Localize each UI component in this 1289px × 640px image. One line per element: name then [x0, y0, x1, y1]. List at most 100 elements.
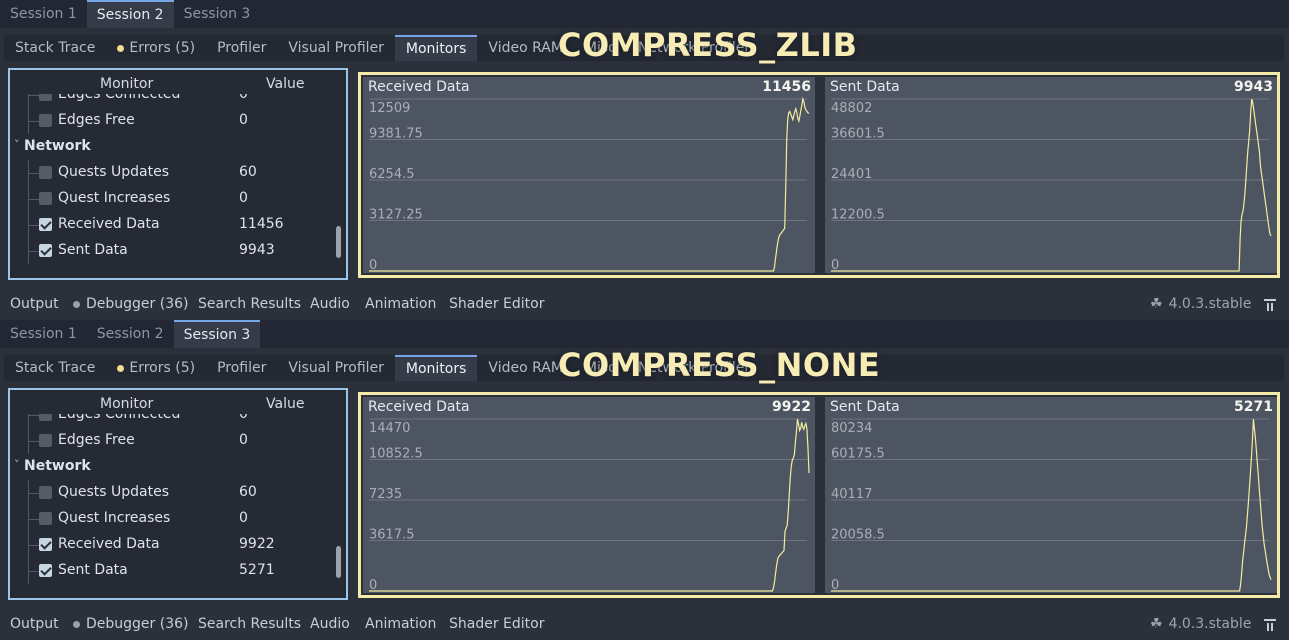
monitor-label: Edges Connected	[58, 94, 181, 102]
scrollbar-thumb[interactable]	[336, 546, 341, 578]
session-tab[interactable]: Session 1	[10, 6, 77, 22]
monitor-checkbox[interactable]	[39, 564, 52, 577]
debugger-tab[interactable]: Profiler	[206, 355, 277, 381]
value-column-header[interactable]: Value	[266, 396, 305, 412]
monitor-label: Quest Increases	[58, 510, 171, 526]
monitor-checkbox[interactable]	[39, 114, 52, 127]
session-tab[interactable]: Session 3	[183, 6, 251, 22]
monitor-checkbox[interactable]	[39, 512, 52, 525]
debugger-tab[interactable]: Monitors	[394, 355, 478, 381]
graph-current-value: 9943	[1234, 79, 1273, 95]
monitor-category[interactable]: ˅ Network	[10, 454, 334, 480]
bottom-tab-label: Search Results	[198, 616, 302, 632]
bottom-tab[interactable]: Output	[10, 616, 59, 632]
monitor-row[interactable]: Sent Data 5271	[10, 558, 334, 584]
monitor-value: 60	[239, 484, 257, 500]
monitor-row[interactable]: Quest Increases 0	[10, 186, 334, 212]
version-label: ☘ 4.0.3.stable	[1150, 296, 1251, 312]
value-column-header[interactable]: Value	[266, 76, 305, 92]
debugger-tab[interactable]: Stack Trace	[4, 355, 106, 381]
debugger-tab[interactable]: Visual Profiler	[277, 35, 395, 61]
monitor-checkbox[interactable]	[39, 218, 52, 231]
y-tick-label: 36601.5	[831, 127, 885, 142]
monitor-row[interactable]: Received Data 9922	[10, 532, 334, 558]
debugger-tab[interactable]: Visual Profiler	[277, 355, 395, 381]
monitor-row[interactable]: Edges Connected 0	[10, 94, 334, 108]
bottom-tab[interactable]: Animation	[365, 296, 436, 312]
monitor-checkbox[interactable]	[39, 538, 52, 551]
monitor-row[interactable]: Quest Increases 0	[10, 506, 334, 532]
debugger-tab[interactable]: Errors (5)	[106, 35, 206, 61]
session-tab[interactable]: Session 1	[10, 326, 77, 342]
debugger-tab[interactable]: Errors (5)	[106, 355, 206, 381]
debugger-tab[interactable]: Misc	[574, 35, 627, 61]
monitor-checkbox[interactable]	[39, 94, 52, 101]
debugger-tab[interactable]: Stack Trace	[4, 35, 106, 61]
debugger-tabs: Stack Trace Errors (5) Profiler Visual Prof…	[4, 355, 1284, 381]
monitor-row[interactable]: Edges Free 0	[10, 428, 334, 454]
bottom-tab[interactable]: Audio	[310, 616, 350, 632]
tree-line	[28, 414, 29, 428]
monitor-rows: Edges Connected 0 Edges Free 0 ˅ Network Quest…	[10, 94, 334, 280]
monitor-checkbox[interactable]	[39, 414, 52, 421]
debugger-tab[interactable]: Misc	[574, 355, 627, 381]
monitor-checkbox[interactable]	[39, 244, 52, 257]
bottom-tab[interactable]: Audio	[310, 296, 350, 312]
pin-panel-icon[interactable]	[1262, 297, 1278, 313]
monitor-row[interactable]: Received Data 11456	[10, 212, 334, 238]
monitor-row[interactable]: Edges Free 0	[10, 108, 334, 134]
monitor-column-header[interactable]: Monitor	[100, 76, 154, 92]
data-line	[369, 418, 810, 592]
debugger-tab[interactable]: Profiler	[206, 35, 277, 61]
monitor-row[interactable]: Edges Connected 0	[10, 414, 334, 428]
monitor-checkbox[interactable]	[39, 166, 52, 179]
bottom-tab[interactable]: Shader Editor	[449, 616, 544, 632]
data-line	[831, 418, 1272, 592]
debugger-tab[interactable]: Network Profiler	[627, 355, 761, 381]
graph-title: Sent Data	[830, 79, 900, 95]
session-tab[interactable]: Session 2	[86, 0, 174, 28]
session-tab[interactable]: Session 3	[173, 320, 261, 348]
monitor-checkbox[interactable]	[39, 486, 52, 499]
monitor-row[interactable]: Sent Data 9943	[10, 238, 334, 264]
monitor-row[interactable]: Quests Updates 60	[10, 160, 334, 186]
graph-plot: 48802 36601.5 24401 12200.5 0	[831, 98, 1272, 273]
monitor-label: Quests Updates	[58, 164, 170, 180]
y-tick-label: 12509	[369, 101, 410, 116]
bottom-tab[interactable]: Search Results	[198, 296, 301, 312]
monitor-checkbox[interactable]	[39, 192, 52, 205]
chevron-down-icon[interactable]: ˅	[14, 138, 20, 151]
bottom-tab[interactable]: Debugger (36)	[73, 296, 188, 312]
chevron-down-icon[interactable]: ˅	[14, 458, 20, 471]
bottom-tab[interactable]: Search Results	[198, 616, 301, 632]
session-tab[interactable]: Session 2	[96, 326, 164, 342]
monitor-label: Network	[24, 138, 91, 154]
bottom-tab[interactable]: Debugger (36)	[73, 616, 188, 632]
debugger-tab[interactable]: Monitors	[394, 35, 478, 61]
y-tick-label: 60175.5	[831, 447, 885, 462]
y-tick-label: 0	[831, 258, 839, 273]
bottom-tab[interactable]: Animation	[365, 616, 436, 632]
bottom-tab[interactable]: Shader Editor	[449, 296, 544, 312]
scrollbar-thumb[interactable]	[336, 226, 341, 258]
graph-plot: 14470 10852.5 7235 3617.5 0	[369, 418, 810, 593]
monitor-checkbox[interactable]	[39, 434, 52, 447]
tree-branch	[28, 545, 40, 546]
monitor-value: 0	[239, 414, 248, 422]
debugger-tab[interactable]: Video RAM	[477, 35, 574, 61]
pin-panel-icon[interactable]	[1262, 617, 1278, 633]
bottom-tab-label: Output	[10, 296, 59, 312]
debugger-tab[interactable]: Network Profiler	[627, 35, 761, 61]
monitor-column-header[interactable]: Monitor	[100, 396, 154, 412]
graph-current-value: 9922	[772, 399, 811, 415]
tree-branch	[28, 199, 40, 200]
bottom-tab[interactable]: Output	[10, 296, 59, 312]
monitor-category[interactable]: ˅ Network	[10, 134, 334, 160]
monitor-label: Quest Increases	[58, 190, 171, 206]
monitor-scrollbar[interactable]	[336, 420, 342, 600]
monitor-row[interactable]: Quests Updates 60	[10, 480, 334, 506]
godot-icon: ☘	[1150, 296, 1163, 312]
monitor-label: Edges Free	[58, 432, 135, 448]
monitor-scrollbar[interactable]	[336, 100, 342, 280]
debugger-tab[interactable]: Video RAM	[477, 355, 574, 381]
